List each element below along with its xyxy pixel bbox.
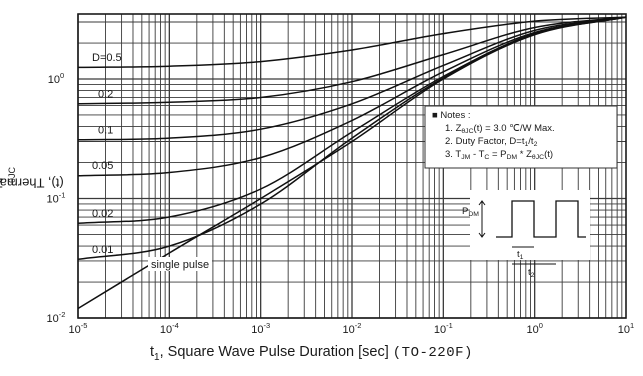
series-line-0	[77, 16, 627, 69]
series-group	[77, 16, 627, 310]
t1-label: t1	[517, 249, 524, 261]
x-tick-label: 100	[526, 321, 542, 336]
curve-label-0: D=0.5	[92, 52, 122, 64]
y-tick-label: 100	[48, 71, 64, 86]
pdm-arrow-head-bottom	[478, 232, 486, 238]
pulse-waveform	[470, 190, 590, 265]
y-tick-label: 10-1	[47, 191, 66, 206]
x-axis-label: t1, Square Wave Pulse Duration [sec] (TO…	[150, 344, 630, 363]
series-line-2	[77, 16, 627, 141]
x-axis-label-sub: 1	[154, 351, 160, 363]
x-tick-label: 10-4	[160, 321, 179, 336]
curve-label-2: 0.1	[98, 124, 113, 136]
notes-line-1: 1. ZθJC(t) = 3.0 ℃/W Max.	[445, 123, 555, 135]
notes-box-frame	[424, 105, 618, 169]
x-tick-label: 10-2	[343, 321, 362, 336]
series-line-3	[77, 16, 627, 177]
curve-label-4: 0.02	[92, 208, 113, 220]
notes-title: ■ Notes :	[432, 110, 470, 121]
package-note: (TO-220F)	[392, 345, 473, 361]
notes-line-3: 3. TJM - TC = PDM * ZθJC(t)	[445, 149, 553, 161]
x-tick-label: 101	[618, 321, 634, 336]
x-axis-label-rest: , Square Wave Pulse Duration [sec]	[159, 344, 389, 360]
plot-frame	[77, 13, 627, 319]
t2-label: t2	[528, 267, 535, 279]
notes-box: ■ Notes : 1. ZθJC(t) = 3.0 ℃/W Max.2. Dut…	[424, 105, 618, 169]
y-axis-label-rest: (t), Thermal Response	[0, 175, 64, 191]
waveform-trace	[496, 200, 586, 238]
curve-label-single-pulse: single pulse	[151, 259, 209, 271]
curve-label-1: 0.2	[98, 88, 113, 100]
y-tick-label: 10-2	[47, 310, 66, 325]
x-tick-label: 10-5	[69, 321, 88, 336]
x-axis-label-main: t	[150, 344, 155, 360]
x-tick-label: 10-3	[251, 321, 270, 336]
series-line-1	[77, 16, 627, 105]
single-pulse-label-bg	[148, 257, 212, 271]
series-line-6	[77, 16, 627, 310]
pdm-arrow-head-top	[478, 200, 486, 206]
notes-line-2: 2. Duty Factor, D=t1/t2	[445, 136, 538, 148]
curve-label-5: 0.01	[92, 244, 113, 256]
x-tick-label: 10-1	[434, 321, 453, 336]
pdm-label: PDM	[462, 206, 479, 218]
waveform-bg	[470, 190, 590, 260]
curve-label-3: 0.05	[92, 160, 113, 172]
